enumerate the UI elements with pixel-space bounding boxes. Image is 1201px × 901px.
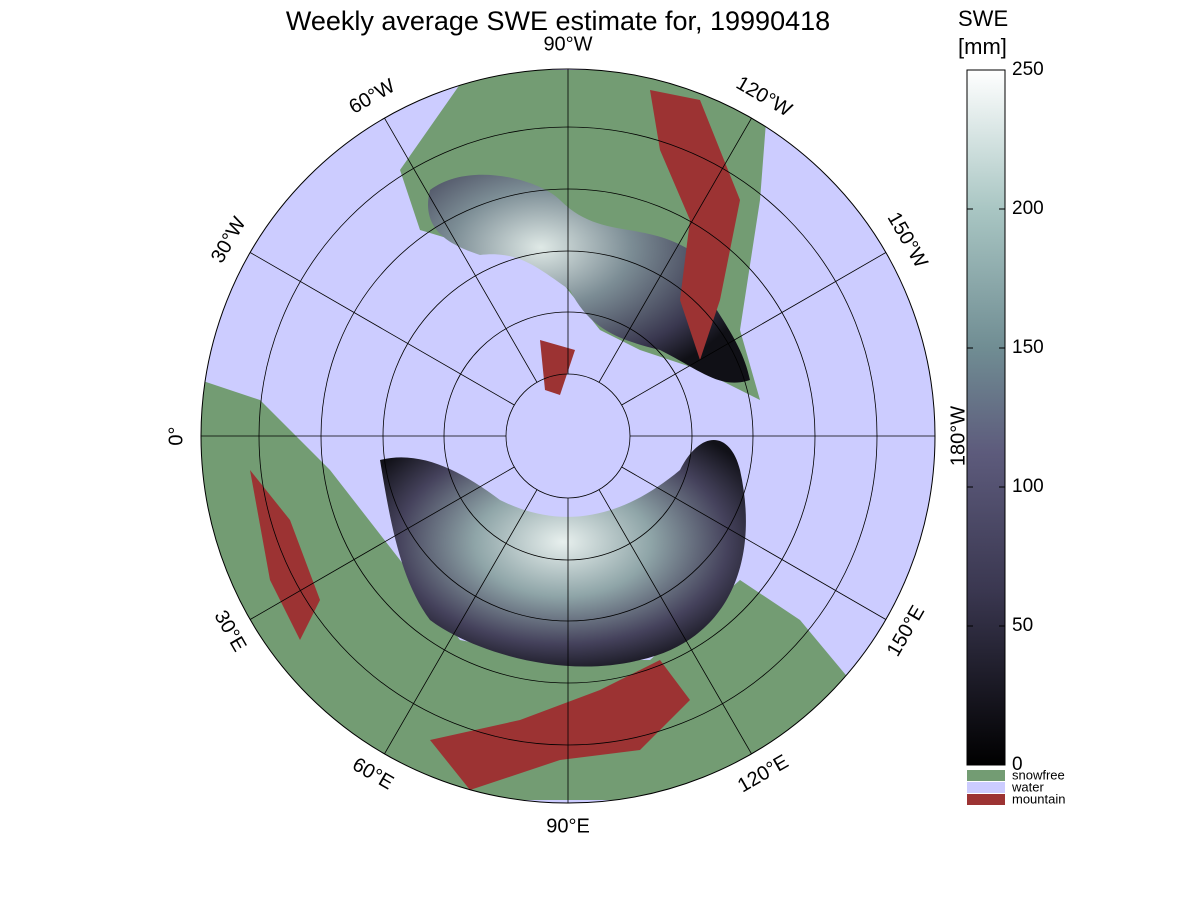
meridian	[598, 117, 752, 383]
meridian	[598, 489, 752, 755]
longitude-label: 60°W	[345, 75, 399, 119]
longitude-label: 60°E	[348, 754, 397, 795]
colorbar-tick-label: 250	[1012, 59, 1044, 80]
legend-label: mountain	[1012, 791, 1065, 806]
legend-swatch	[967, 770, 1005, 781]
colorbar-tick-label: 100	[1012, 476, 1044, 497]
colorbar-tick-label: 0	[1012, 754, 1023, 775]
longitude-label: 30°W	[207, 213, 251, 267]
longitude-label: 90°E	[546, 815, 590, 837]
polar-map	[201, 69, 935, 803]
legend-swatch	[967, 794, 1005, 805]
meridian	[249, 252, 515, 406]
meridian	[621, 252, 887, 406]
map-frame	[200, 68, 936, 804]
colorbar: SWE [mm] 0 50 100 150 200 250 snowfreewatermou…	[958, 6, 1065, 806]
longitude-label: 0°	[165, 426, 187, 445]
meridian	[621, 466, 887, 620]
colorbar-tick-label: 200	[1012, 198, 1044, 219]
meridian	[249, 466, 515, 620]
title: Weekly average SWE estimate for, 1999041…	[286, 6, 830, 36]
legend-label: snowfree	[1012, 767, 1065, 782]
legend-label: water	[1011, 779, 1044, 794]
meridian	[384, 117, 538, 383]
colorbar-ramp	[966, 69, 1006, 766]
longitude-label: 90°W	[543, 33, 592, 55]
longitude-label: 30°E	[210, 607, 251, 656]
legend-swatch	[967, 782, 1005, 793]
colorbar-label: SWE	[958, 6, 1008, 31]
meridian	[384, 489, 538, 755]
graticule	[201, 69, 935, 803]
colorbar-label: [mm]	[958, 34, 1007, 59]
snow-north-america	[428, 174, 750, 383]
snow-eurasia	[380, 440, 746, 667]
colorbar-tick-label: 150	[1012, 337, 1044, 358]
longitude-label: 180°W	[947, 406, 969, 466]
colorbar-tick-label: 50	[1012, 615, 1033, 636]
mountains	[250, 90, 740, 790]
